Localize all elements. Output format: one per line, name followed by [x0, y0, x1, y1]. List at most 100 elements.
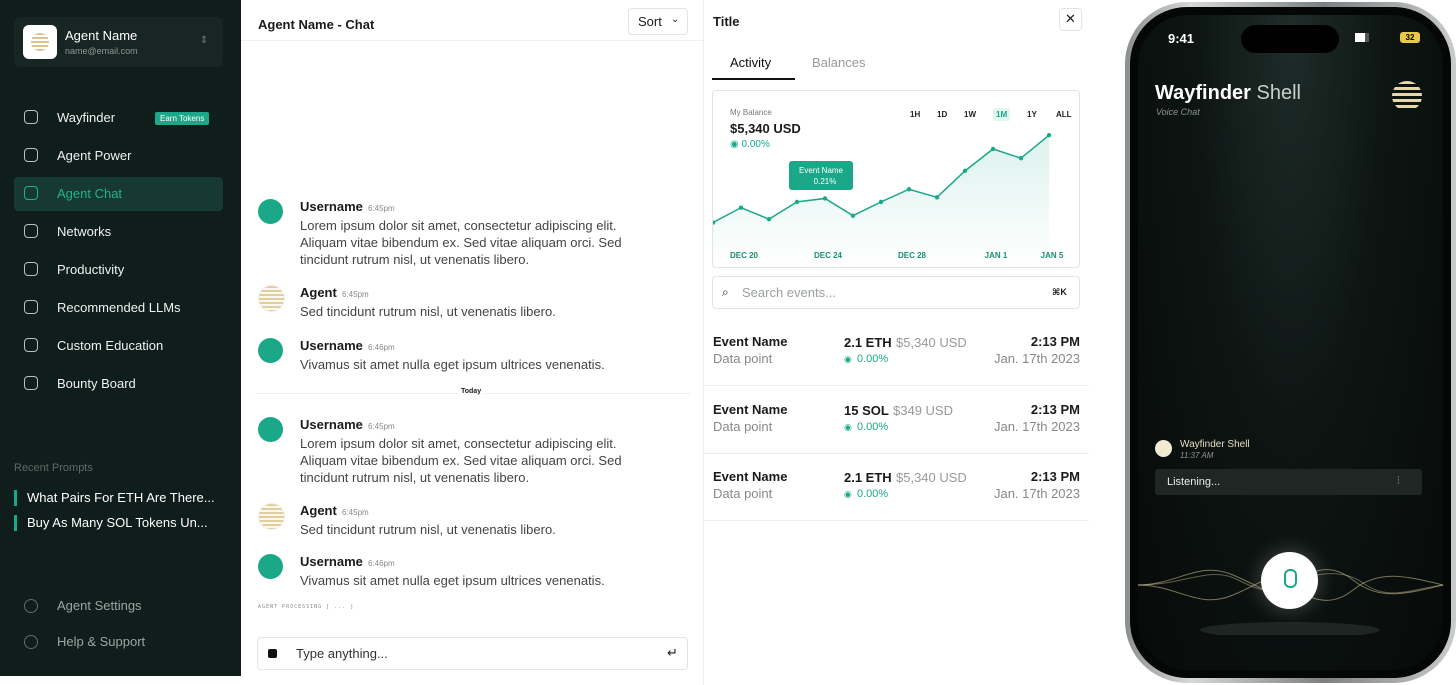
tooltip: [789, 161, 853, 190]
user-avatar: [258, 554, 283, 579]
event-name: Event Name: [713, 469, 788, 484]
tooltip-title: Event Name: [799, 166, 844, 175]
phone-bezel: 9:41 32 Wayfinder Shell Voice Chat Wayfi…: [1130, 7, 1451, 678]
point: [962, 168, 968, 174]
chart-card: My Balance $5,340 USD ◉ 0.00% DEC 20 DEC …: [712, 90, 1080, 268]
nav-item[interactable]: Productivity: [57, 262, 125, 277]
range-button[interactable]: 1W: [964, 110, 976, 119]
event-usd: $5,340 USD: [896, 335, 967, 350]
balance-label: My Balance: [730, 108, 772, 117]
x-tick-label: DEC 20: [730, 251, 759, 260]
nav-item[interactable]: Bounty Board: [57, 376, 136, 391]
logo: [31, 33, 49, 51]
agent-avatar: [258, 285, 285, 312]
search-icon: ⌕: [722, 285, 729, 299]
app-subtitle: Voice Chat: [1156, 107, 1200, 117]
phone-frame: 9:41 32 Wayfinder Shell Voice Chat Wayfi…: [1125, 2, 1456, 683]
msg-text: Vivamus sit amet nulla eget ipsum ultric…: [300, 573, 605, 588]
event-usd: $5,340 USD: [896, 470, 967, 485]
event-sub: Data point: [713, 418, 773, 434]
range-button[interactable]: 1Y: [1027, 110, 1037, 119]
msg-name: Username: [300, 417, 363, 432]
footer-item[interactable]: Help & Support: [57, 634, 146, 649]
event-sub: Data point: [713, 486, 773, 501]
sidebar: Agent Name name@email.com ⇕ Recent Promp…: [0, 0, 241, 676]
event-row[interactable]: Event Name Data point 15 SOL $349 USD ◉ 0.00%…: [704, 386, 1089, 454]
msg-time: 6:45pm: [368, 204, 395, 213]
msg-time: 6:45pm: [342, 290, 369, 299]
user-avatar: [258, 417, 283, 442]
tab[interactable]: Balances: [812, 55, 866, 70]
search[interactable]: ⌕ Search events... ⌘K: [712, 276, 1080, 309]
balance-change: ◉ 0.00%: [730, 139, 770, 150]
listening-bar: Listening... ⫶: [1155, 469, 1422, 495]
point: [906, 187, 912, 192]
point: [1046, 133, 1052, 138]
range-button[interactable]: 1H: [910, 110, 921, 119]
msg-name: Agent: [300, 285, 337, 300]
msg-text: Sed tincidunt rutrum nisl, ut venenatis …: [300, 304, 556, 319]
nav-item[interactable]: Wayfinder: [57, 110, 116, 125]
event-change-icon: ◉: [844, 489, 852, 499]
nav-icon: [24, 110, 38, 124]
nav-icon: [24, 186, 38, 200]
attach-icon[interactable]: [268, 649, 277, 658]
range-button[interactable]: 1M: [993, 108, 1011, 121]
input[interactable]: Type anything... ↵: [257, 637, 688, 670]
title-bold: Wayfinder: [1155, 82, 1251, 104]
sort-button[interactable]: Sort ⌄: [628, 8, 688, 35]
msg-text: Lorem ipsum dolor sit amet, consectetur …: [300, 436, 622, 485]
nav-item[interactable]: Agent Power: [57, 148, 132, 163]
tab[interactable]: Activity: [730, 55, 772, 70]
event-time: 2:13 PM: [1030, 334, 1080, 349]
event-name: Event Name: [713, 401, 788, 417]
listening: Listening...: [1167, 476, 1221, 488]
event-change: 0.00%: [857, 488, 889, 500]
msg-time: 6:46pm: [368, 343, 395, 352]
nav-item[interactable]: Recommended LLMs: [57, 300, 181, 315]
recent-prompt[interactable]: Buy As Many SOL Tokens Un...: [27, 515, 208, 530]
close-button[interactable]: ✕: [1059, 8, 1082, 31]
point: [878, 199, 884, 205]
footer-item[interactable]: Agent Settings: [57, 598, 142, 613]
badge: Earn Tokens: [155, 112, 210, 125]
tooltip-change: 0.21%: [814, 177, 837, 186]
nav-item[interactable]: Custom Education: [57, 338, 164, 353]
msg-name: Username: [300, 338, 363, 353]
range-button[interactable]: 1D: [937, 110, 948, 119]
point: [766, 216, 772, 222]
agent-avatar: [258, 503, 285, 530]
msg-name: Username: [300, 554, 363, 569]
search-placeholder: Search events...: [742, 285, 836, 300]
nav-item[interactable]: Networks: [57, 224, 112, 239]
title-light: Shell: [1256, 82, 1301, 104]
user-card[interactable]: Agent Name name@email.com ⇕: [14, 17, 223, 67]
mic-icon: [1284, 569, 1297, 588]
footer-icon: [24, 635, 38, 649]
event-change: 0.00%: [857, 353, 889, 365]
nav-icon: [24, 300, 38, 314]
balance: $5,340 USD: [730, 121, 801, 136]
event-row[interactable]: Event Name Data point 2.1 ETH $5,340 USD ◉ 0.…: [704, 318, 1089, 386]
nav-item[interactable]: Agent Chat: [57, 186, 123, 201]
nav-icon: [24, 338, 38, 352]
user-name: Agent Name: [65, 28, 138, 43]
app-title: Wayfinder Shell: [1155, 82, 1301, 105]
point: [1018, 156, 1024, 161]
enter-icon: ↵: [667, 645, 678, 660]
point: [990, 146, 996, 152]
msg-time: 6:46pm: [368, 559, 395, 568]
recent-bar: [14, 490, 17, 506]
shortcut: ⌘K: [1052, 287, 1067, 297]
point: [713, 220, 716, 225]
event-row[interactable]: Event Name Data point 2.1 ETH $5,340 USD ◉ 0.…: [704, 453, 1089, 521]
activity-panel: Title ✕ My Balance $5,340 USD ◉ 0.00% DE…: [703, 0, 1090, 685]
event-amount: 2.1 ETH: [844, 470, 892, 485]
range-button[interactable]: ALL: [1056, 110, 1072, 119]
user-avatar: [258, 199, 283, 224]
event-amount: 2.1 ETH: [844, 335, 892, 350]
event-usd: $349 USD: [893, 402, 953, 418]
mic-button[interactable]: [1261, 552, 1318, 609]
recent-prompt[interactable]: What Pairs For ETH Are There...: [27, 490, 215, 505]
event-change-icon: ◉: [844, 421, 852, 432]
